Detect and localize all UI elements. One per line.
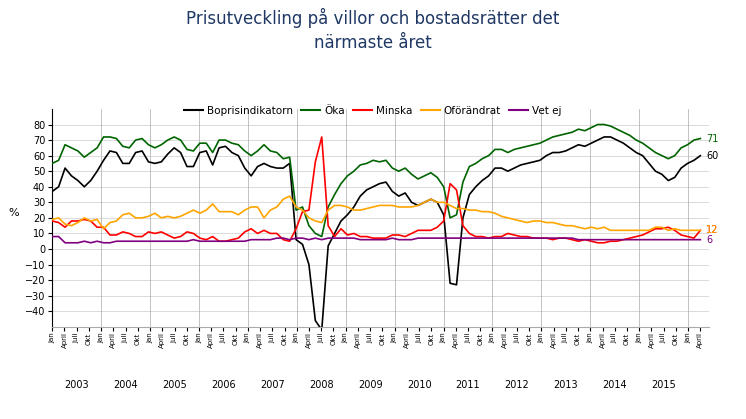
Text: 2007: 2007 bbox=[260, 380, 285, 390]
Text: 6: 6 bbox=[706, 235, 712, 245]
Text: 2012: 2012 bbox=[504, 380, 530, 390]
Text: 2011: 2011 bbox=[456, 380, 480, 390]
Text: 2009: 2009 bbox=[358, 380, 383, 390]
Text: 2003: 2003 bbox=[64, 380, 89, 390]
Text: 2008: 2008 bbox=[309, 380, 333, 390]
Legend: Boprisindikatorn, Öka, Minska, Oförändrat, Vet ej: Boprisindikatorn, Öka, Minska, Oförändra… bbox=[180, 101, 566, 120]
Text: 12: 12 bbox=[706, 225, 718, 235]
Text: 2010: 2010 bbox=[407, 380, 431, 390]
Text: 2005: 2005 bbox=[162, 380, 187, 390]
Text: 2015: 2015 bbox=[651, 380, 676, 390]
Text: 2004: 2004 bbox=[113, 380, 138, 390]
Text: 2006: 2006 bbox=[211, 380, 236, 390]
Text: 71: 71 bbox=[706, 134, 718, 144]
Text: Prisutveckling på villor och bostadsrätter det
närmaste året: Prisutveckling på villor och bostadsrätt… bbox=[186, 8, 560, 52]
Y-axis label: %: % bbox=[8, 208, 19, 218]
Text: 2014: 2014 bbox=[603, 380, 627, 390]
Text: 12: 12 bbox=[706, 225, 718, 235]
Text: 60: 60 bbox=[706, 150, 718, 160]
Text: 2013: 2013 bbox=[554, 380, 578, 390]
